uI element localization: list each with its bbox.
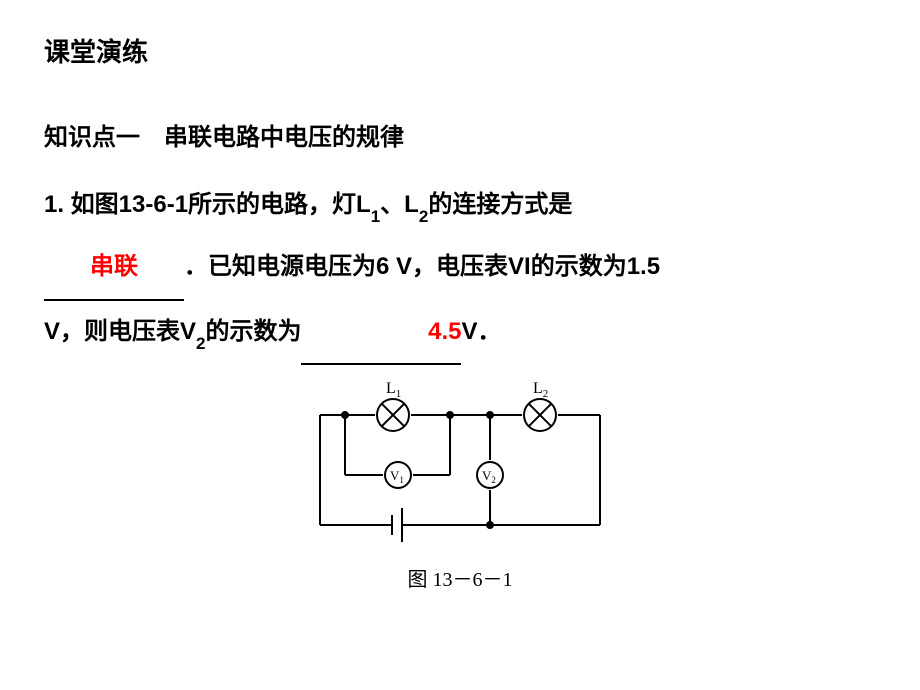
diagram-caption: 图 13－6－1 <box>44 563 876 592</box>
line1-post: 的连接方式是 <box>428 191 572 218</box>
line2-after-blank: ．已知电源电压为6 V，电压表VI的示数为1.5 <box>184 253 660 280</box>
circuit-diagram-wrap: L1 L2 V1 V2 图 13－6－1 <box>44 375 876 592</box>
v2-sub: 2 <box>196 334 205 353</box>
line1-pre: 1. 如图13-6-1所示的电路，灯L <box>44 191 371 218</box>
blank-2: 4.5 <box>301 301 461 365</box>
line3-mid: 的示数为 <box>205 318 301 345</box>
l2-sub: 2 <box>419 207 428 226</box>
line1-mid: 、L <box>380 191 419 218</box>
answer-2: 4.5 <box>428 301 461 363</box>
page-title: 课堂演练 <box>44 32 876 69</box>
blank-1: 串联 <box>44 236 184 300</box>
circuit-diagram: L1 L2 V1 V2 <box>290 375 630 555</box>
problem-text: 1. 如图13-6-1所示的电路，灯L1、L2的连接方式是 串联．已知电源电压为… <box>44 174 876 365</box>
line3-pre: V，则电压表V <box>44 318 196 345</box>
answer-1: 串联 <box>90 236 138 298</box>
section-title: 知识点一 串联电路中电压的规律 <box>44 117 876 152</box>
line3-post: V． <box>461 318 501 345</box>
l1-sub: 1 <box>371 207 380 226</box>
